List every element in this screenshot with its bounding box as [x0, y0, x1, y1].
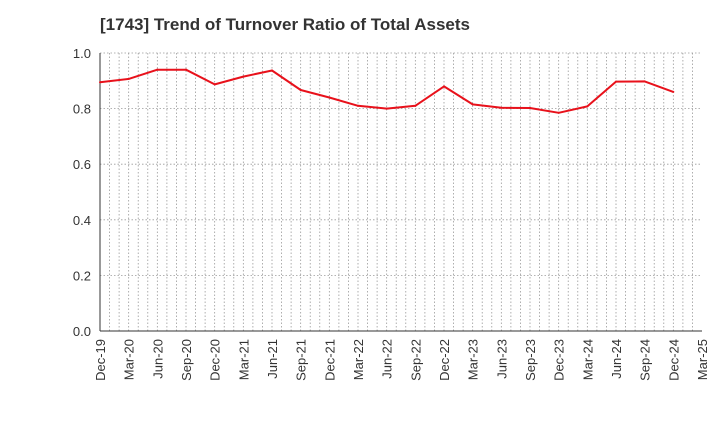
x-tick-label: Mar-23 — [466, 339, 481, 380]
x-tick-label: Dec-21 — [322, 339, 337, 381]
x-tick-label: Mar-21 — [236, 339, 251, 380]
y-tick-label: 0.8 — [73, 102, 91, 117]
x-tick-label: Sep-23 — [523, 339, 538, 381]
chart-title: [1743] Trend of Turnover Ratio of Total … — [100, 15, 470, 34]
vertical-gridlines — [109, 53, 693, 331]
y-tick-label: 1.0 — [73, 46, 91, 61]
data-point — [127, 77, 130, 80]
data-point — [557, 111, 560, 114]
x-tick-label: Sep-21 — [294, 339, 309, 381]
series-layer — [99, 68, 675, 114]
data-point — [99, 81, 101, 84]
data-point — [328, 96, 331, 99]
data-point — [357, 104, 359, 107]
x-tick-label: Mar-22 — [351, 339, 366, 380]
x-tick-label: Jun-24 — [609, 339, 624, 379]
horizontal-gridlines — [100, 52, 702, 276]
data-point — [443, 85, 445, 88]
data-point — [471, 103, 474, 106]
x-tick-label: Mar-20 — [122, 339, 137, 380]
y-tick-label: 0.4 — [73, 213, 91, 228]
data-point — [156, 68, 159, 71]
x-tick-label: Dec-22 — [437, 339, 452, 381]
y-tick-label: 0.2 — [73, 268, 91, 283]
y-axis-ticks: 0.0 0.2 0.4 0.6 0.8 1.0 — [73, 46, 91, 339]
y-tick-label: 0.0 — [73, 324, 91, 339]
x-tick-label: Sep-22 — [408, 339, 423, 381]
axes — [99, 53, 702, 332]
data-point — [586, 105, 589, 108]
data-point — [185, 68, 187, 71]
x-tick-label: Sep-20 — [179, 339, 194, 381]
data-point — [615, 80, 617, 83]
x-tick-label: Jun-23 — [494, 339, 509, 379]
x-tick-label: Jun-22 — [380, 339, 395, 379]
x-tick-label: Dec-24 — [666, 339, 681, 381]
x-tick-label: Jun-21 — [265, 339, 280, 379]
data-point — [643, 80, 646, 83]
x-tick-label: Jun-20 — [150, 339, 165, 379]
data-point — [414, 104, 417, 107]
data-point — [213, 83, 216, 86]
x-tick-label: Dec-19 — [93, 339, 108, 381]
x-tick-label: Sep-24 — [638, 339, 653, 381]
data-point — [500, 106, 503, 109]
data-point — [271, 69, 273, 72]
y-tick-label: 0.6 — [73, 157, 91, 172]
x-tick-label: Dec-23 — [552, 339, 567, 381]
x-axis-ticks: Dec-19 Mar-20 Jun-20 Sep-20 Dec-20 Mar-21 Jun-… — [93, 339, 710, 381]
x-tick-label: Mar-24 — [580, 339, 595, 380]
data-point — [242, 75, 245, 78]
data-point — [672, 90, 675, 93]
data-point — [529, 107, 531, 110]
x-tick-label: Mar-25 — [695, 339, 710, 380]
data-point — [299, 88, 302, 91]
x-tick-label: Dec-20 — [208, 339, 223, 381]
data-point — [385, 107, 388, 110]
